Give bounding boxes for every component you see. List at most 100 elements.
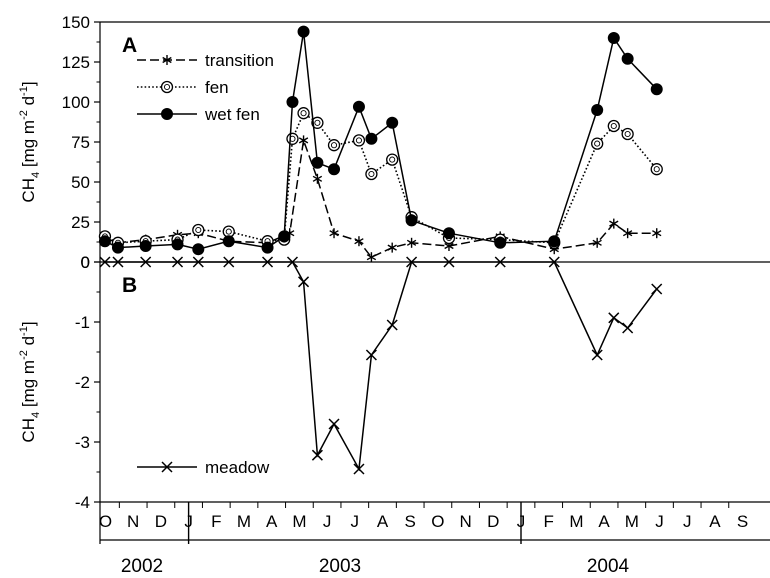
panel-a: 0 25 50 75 100 125 150 CH4 [mg m-2 d-1] Atransit…	[18, 13, 770, 272]
data-point	[548, 256, 560, 268]
data-point	[386, 319, 398, 331]
marker-inner	[195, 226, 202, 234]
month-label: A	[377, 512, 389, 531]
data-point	[297, 107, 310, 120]
marker-stroke	[406, 256, 418, 268]
marker-stroke	[311, 449, 323, 461]
y-tick-label: 0	[81, 253, 90, 272]
panel-letter: A	[122, 34, 137, 57]
y-axis-title-part: [mg m	[19, 360, 38, 412]
y-axis-title-part: CH	[19, 178, 38, 203]
data-point	[607, 32, 620, 44]
data-point	[222, 235, 235, 248]
marker-stroke	[622, 322, 634, 334]
marker-stroke	[548, 256, 560, 268]
marker-outer	[286, 132, 299, 145]
data-point	[298, 276, 310, 288]
marker-inner	[355, 137, 363, 144]
y-axis-title: CH4 [mg m-2 d-1]	[18, 321, 42, 442]
data-point	[591, 349, 603, 361]
month-label: D	[487, 512, 499, 531]
marker-inner	[653, 166, 660, 173]
marker-stroke	[99, 256, 111, 268]
marker-stroke	[591, 349, 603, 361]
month-label: M	[625, 512, 639, 531]
series-line	[104, 140, 657, 259]
marker-outer	[650, 163, 663, 176]
series-transition	[100, 135, 662, 263]
data-point	[608, 312, 620, 324]
y-axis-title-part: -1	[18, 86, 30, 96]
legend-label: wet fen	[204, 105, 260, 124]
y-axis-title: CH4 [mg m-2 d-1]	[18, 81, 42, 202]
data-point	[328, 163, 341, 176]
marker-outer	[621, 127, 634, 141]
y-axis-title-part: -2	[18, 110, 30, 120]
month-axis: ONDJFMAMJJASONDJFMAMJJAS200220032004	[99, 501, 770, 577]
data-point	[591, 104, 604, 116]
legend-label: fen	[205, 78, 229, 97]
data-point	[192, 256, 204, 268]
data-point	[387, 244, 397, 251]
marker-stroke	[192, 256, 204, 268]
data-point	[311, 156, 324, 169]
month-label: S	[737, 512, 748, 531]
data-point	[622, 322, 634, 334]
marker-outer	[386, 153, 399, 166]
marker-stroke	[353, 463, 365, 475]
data-point	[297, 25, 310, 38]
marker-stroke	[651, 283, 663, 295]
data-point	[192, 223, 205, 237]
data-point	[607, 119, 620, 133]
data-point	[386, 153, 399, 166]
data-point	[311, 116, 324, 129]
data-point	[327, 139, 341, 152]
month-label: S	[405, 512, 416, 531]
data-point	[140, 256, 152, 268]
data-point	[161, 461, 173, 473]
marker-stroke	[262, 256, 274, 268]
marker-outer	[160, 80, 174, 94]
data-point	[112, 256, 124, 268]
marker-stroke	[328, 418, 340, 430]
legend-label: meadow	[205, 458, 270, 477]
data-point	[171, 256, 184, 268]
year-label: 2003	[319, 556, 361, 577]
month-label: N	[459, 512, 471, 531]
marker-inner	[225, 228, 232, 235]
marker-outer	[591, 137, 604, 150]
data-point	[352, 100, 365, 113]
data-point	[223, 256, 235, 268]
series-line	[104, 111, 658, 244]
data-point	[353, 463, 365, 475]
data-point	[365, 167, 378, 181]
data-point	[278, 230, 291, 243]
y-tick-label: 50	[71, 173, 90, 192]
marker-inner	[300, 110, 307, 117]
marker-stroke	[494, 256, 506, 268]
data-point	[406, 256, 418, 268]
month-label: A	[266, 512, 278, 531]
marker-stroke	[223, 256, 235, 268]
marker-stroke	[298, 276, 310, 288]
y-axis-title-part: 4	[30, 172, 42, 178]
data-point	[99, 256, 111, 268]
month-label: D	[155, 512, 167, 531]
marker-inner	[624, 130, 631, 138]
data-point	[622, 230, 633, 237]
y-axis-title-part: -2	[18, 350, 30, 360]
month-label: O	[99, 512, 112, 531]
data-point	[650, 163, 663, 176]
y-tick-label: 25	[71, 213, 90, 232]
marker-outer	[365, 167, 378, 181]
marker-inner	[163, 83, 171, 91]
month-label: J	[351, 512, 360, 531]
legend-entry: wet fen	[137, 105, 260, 124]
panel-letter: B	[122, 274, 137, 297]
y-axis-title-part: 4	[30, 412, 42, 418]
marker-inner	[330, 142, 338, 149]
data-point	[171, 238, 184, 251]
marker-inner	[368, 170, 375, 178]
month-label: M	[237, 512, 251, 531]
